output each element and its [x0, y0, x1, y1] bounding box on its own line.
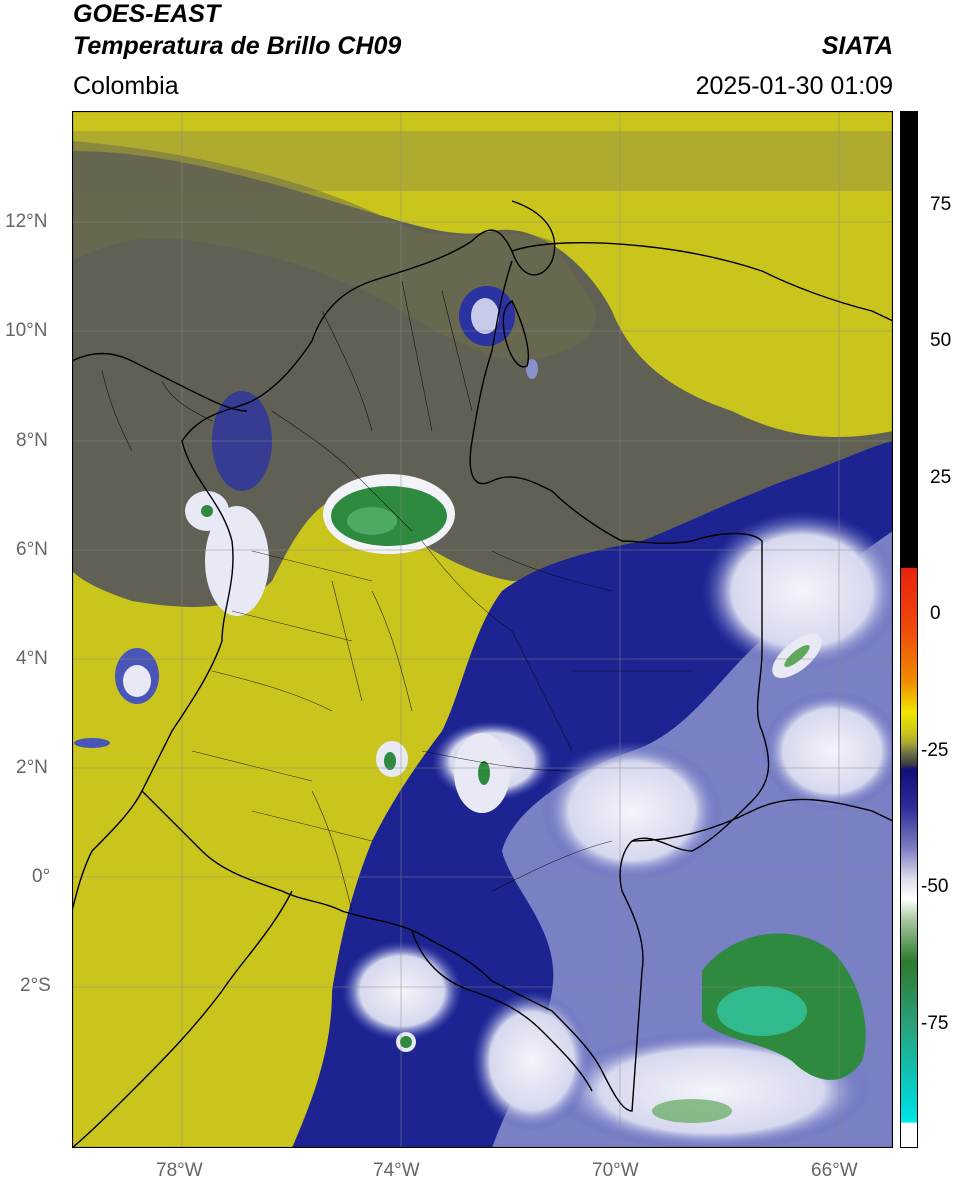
nw-cloud	[205, 506, 269, 616]
lon-tick: 74°W	[373, 1160, 420, 1181]
colorbar-tick: 25	[930, 467, 952, 488]
lat-tick: 2°S	[20, 975, 51, 996]
department-borders	[101, 280, 692, 912]
green-patch	[652, 1099, 732, 1123]
colorbar-gradient	[900, 111, 918, 1148]
satellite-map	[72, 111, 893, 1148]
teal-core	[717, 986, 807, 1036]
agency-label: SIATA	[821, 32, 893, 60]
dark-gray-region	[72, 151, 893, 607]
title-line2: Temperatura de Brillo CH09	[73, 32, 402, 60]
colorbar-tick: -25	[921, 740, 949, 761]
datetime-label: 2025-01-30 01:09	[695, 72, 893, 100]
lon-tick: 78°W	[156, 1160, 203, 1181]
colorbar	[900, 111, 918, 1148]
colorbar-tick: 50	[930, 330, 952, 351]
cell-2n-core	[384, 752, 396, 770]
lat-tick: 6°N	[16, 539, 48, 560]
north-cell-small	[526, 359, 538, 379]
cell-east-core	[784, 645, 810, 667]
cloud-patch	[342, 941, 462, 1041]
lat-tick: 10°N	[5, 320, 48, 341]
cell-south-core	[400, 1036, 412, 1048]
colorbar-tick: 75	[930, 194, 952, 215]
pacific-cell-core	[123, 665, 151, 697]
title-line1: GOES-EAST	[73, 0, 221, 28]
colorbar-frame	[900, 111, 918, 1148]
lat-tick: 2°N	[16, 757, 48, 778]
cell-2n-b-core	[478, 761, 490, 785]
lat-tick: 4°N	[16, 648, 48, 669]
lat-tick: 8°N	[16, 430, 48, 451]
gridlines	[72, 111, 893, 1148]
lat-tick: 12°N	[5, 211, 48, 232]
north-cell-core	[471, 298, 499, 334]
cloud-patch	[472, 991, 592, 1131]
cloud-patch	[762, 691, 893, 811]
map-frame	[72, 111, 893, 1148]
lon-tick: 66°W	[811, 1160, 858, 1181]
convective-cell-light	[347, 507, 397, 535]
colorbar-tick: 0	[930, 603, 941, 624]
lon-tick: 70°W	[592, 1160, 639, 1181]
lat-tick: 0°	[32, 866, 51, 887]
cloud-patch	[702, 511, 893, 671]
region-label: Colombia	[73, 72, 179, 100]
colorbar-tick: -75	[921, 1013, 949, 1034]
country-borders	[72, 200, 893, 1148]
cloud-patch	[542, 741, 722, 881]
nw-green-dot	[201, 505, 213, 517]
colorbar-tick: -50	[921, 876, 949, 897]
pacific-cell-small	[74, 738, 110, 748]
